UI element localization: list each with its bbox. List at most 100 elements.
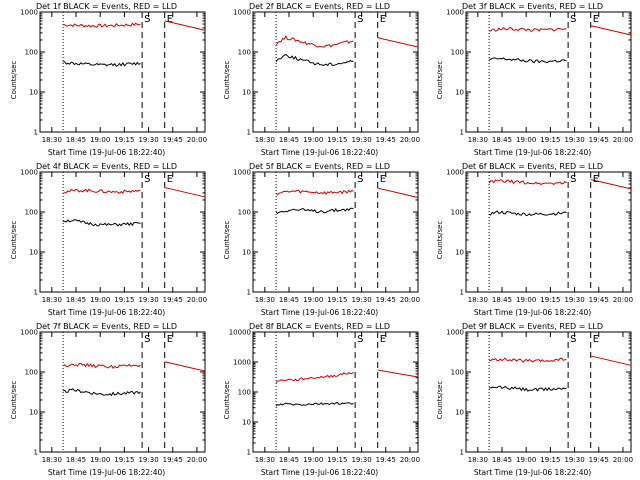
y-tick-label: 10 bbox=[29, 89, 38, 97]
chart-plot: 1 10 100 1000 18:30 18:45 19:00 19:15 19:30 19:45… bbox=[233, 169, 420, 305]
x-axis-label: Start Time (19-Jul-06 18:22:40) bbox=[47, 468, 166, 477]
x-tick-label: 18:30 bbox=[42, 456, 62, 464]
chart-plot: 1 10 100 1000 18:30 18:45 19:00 19:15 19:30 19:45… bbox=[233, 9, 420, 145]
x-tick-label: 19:15 bbox=[114, 296, 134, 304]
lld-series-line bbox=[275, 35, 354, 48]
x-tick-label: 18:45 bbox=[66, 296, 86, 304]
chart-panel-9f: Det 9f BLACK = Events, RED = LLD Start Ti… bbox=[426, 320, 639, 480]
lld-series-line bbox=[275, 189, 354, 196]
lld-series-line bbox=[164, 20, 206, 31]
y-tick-label: 100 bbox=[238, 209, 251, 217]
y-tick-label: 1 bbox=[460, 289, 464, 297]
event-marker-e: E bbox=[380, 174, 386, 185]
x-tick-label: 18:45 bbox=[279, 136, 299, 144]
plot-frame bbox=[252, 171, 419, 293]
event-marker-e: E bbox=[380, 334, 386, 345]
event-marker-e: E bbox=[167, 174, 173, 185]
lld-series-line bbox=[488, 179, 567, 186]
plot-frame bbox=[39, 11, 206, 133]
x-tick-label: 19:00 bbox=[303, 136, 323, 144]
x-tick-label: 20:00 bbox=[613, 456, 633, 464]
event-marker-s: S bbox=[144, 14, 150, 25]
x-tick-label: 19:00 bbox=[303, 296, 323, 304]
y-tick-label: 1000 bbox=[20, 329, 38, 337]
x-tick-label: 20:00 bbox=[187, 296, 207, 304]
x-tick-label: 20:00 bbox=[400, 296, 420, 304]
events-series-line bbox=[62, 219, 141, 227]
x-tick-label: 19:30 bbox=[138, 296, 158, 304]
y-tick-label: 100 bbox=[238, 49, 251, 57]
lld-series-line bbox=[489, 357, 567, 363]
x-tick-label: 18:30 bbox=[42, 136, 62, 144]
y-tick-label: 1000 bbox=[20, 169, 38, 177]
event-marker-s: S bbox=[570, 334, 576, 345]
chart-title: Det 9f BLACK = Events, RED = LLD bbox=[461, 322, 604, 331]
y-tick-label: 1000 bbox=[233, 359, 251, 367]
x-tick-label: 18:45 bbox=[279, 296, 299, 304]
chart-panel-3f: Det 3f BLACK = Events, RED = LLD Start Ti… bbox=[426, 0, 639, 160]
y-tick-label: 10 bbox=[455, 249, 464, 257]
y-tick-label: 1000 bbox=[20, 9, 38, 17]
chart-title: Det 6f BLACK = Events, RED = LLD bbox=[461, 162, 604, 171]
chart-panel-8f: Det 8f BLACK = Events, RED = LLD Start Ti… bbox=[213, 320, 426, 480]
x-axis-label: Start Time (19-Jul-06 18:22:40) bbox=[47, 148, 166, 157]
x-tick-label: 18:45 bbox=[66, 456, 86, 464]
x-tick-label: 18:45 bbox=[66, 136, 86, 144]
events-series-line bbox=[489, 385, 567, 392]
chart-title: Det 4f BLACK = Events, RED = LLD bbox=[35, 162, 178, 171]
x-tick-label: 19:00 bbox=[90, 136, 110, 144]
y-tick-label: 1000 bbox=[233, 9, 251, 17]
x-tick-label: 19:15 bbox=[327, 296, 347, 304]
chart-panel-5f: Det 5f BLACK = Events, RED = LLD Start Ti… bbox=[213, 160, 426, 320]
chart-panel-2f: Det 2f BLACK = Events, RED = LLD Start Ti… bbox=[213, 0, 426, 160]
lld-series-line bbox=[164, 361, 206, 372]
chart-plot: 1 10 100 1000 10000 18:30 18:45 19:00 19:15 19:30… bbox=[229, 329, 420, 465]
events-series-line bbox=[275, 53, 354, 67]
chart-plot: 1 10 100 1000 18:30 18:45 19:00 19:15 19:30 19:45… bbox=[446, 9, 633, 145]
x-tick-label: 19:15 bbox=[540, 136, 560, 144]
plot-frame bbox=[252, 11, 419, 133]
x-tick-label: 18:30 bbox=[468, 136, 488, 144]
chart-title: Det 1f BLACK = Events, RED = LLD bbox=[35, 2, 178, 11]
x-tick-label: 18:45 bbox=[492, 136, 512, 144]
plot-frame bbox=[465, 11, 632, 133]
x-tick-label: 18:30 bbox=[468, 456, 488, 464]
y-tick-label: 100 bbox=[25, 369, 38, 377]
lld-series-line bbox=[377, 369, 419, 378]
event-marker-e: E bbox=[167, 14, 173, 25]
event-marker-s: S bbox=[570, 14, 576, 25]
x-tick-label: 20:00 bbox=[400, 456, 420, 464]
y-tick-label: 1000 bbox=[446, 169, 464, 177]
event-marker-e: E bbox=[593, 174, 599, 185]
y-tick-label: 10 bbox=[455, 89, 464, 97]
y-tick-label: 1 bbox=[460, 449, 464, 457]
plot-frame bbox=[465, 171, 632, 293]
x-tick-label: 18:30 bbox=[255, 456, 275, 464]
x-tick-label: 18:30 bbox=[468, 296, 488, 304]
y-tick-label: 100 bbox=[238, 389, 251, 397]
chart-plot: 1 10 100 1000 18:30 18:45 19:00 19:15 19:30 19:45… bbox=[446, 329, 633, 465]
x-axis-label: Start Time (19-Jul-06 18:22:40) bbox=[47, 308, 166, 317]
x-tick-label: 19:15 bbox=[540, 296, 560, 304]
y-tick-label: 10000 bbox=[229, 329, 251, 337]
x-tick-label: 19:45 bbox=[589, 456, 609, 464]
x-tick-label: 18:45 bbox=[492, 456, 512, 464]
x-axis-label: Start Time (19-Jul-06 18:22:40) bbox=[260, 148, 379, 157]
event-marker-e: E bbox=[593, 14, 599, 25]
x-axis-label: Start Time (19-Jul-06 18:22:40) bbox=[260, 468, 379, 477]
chart-title: Det 8f BLACK = Events, RED = LLD bbox=[248, 322, 391, 331]
chart-plot: 1 10 100 1000 18:30 18:45 19:00 19:15 19:30 19:45… bbox=[20, 169, 207, 305]
x-tick-label: 19:45 bbox=[376, 296, 396, 304]
y-tick-label: 10 bbox=[242, 419, 251, 427]
x-tick-label: 19:00 bbox=[516, 456, 536, 464]
x-tick-label: 19:00 bbox=[516, 136, 536, 144]
x-tick-label: 18:30 bbox=[255, 136, 275, 144]
x-tick-label: 18:30 bbox=[255, 296, 275, 304]
event-marker-s: S bbox=[570, 174, 576, 185]
chart-plot: 1 10 100 1000 18:30 18:45 19:00 19:15 19:30 19:45… bbox=[446, 169, 633, 305]
y-tick-label: 10 bbox=[242, 249, 251, 257]
events-series-line bbox=[488, 210, 567, 217]
y-tick-label: 10 bbox=[242, 89, 251, 97]
x-axis-label: Start Time (19-Jul-06 18:22:40) bbox=[473, 468, 592, 477]
